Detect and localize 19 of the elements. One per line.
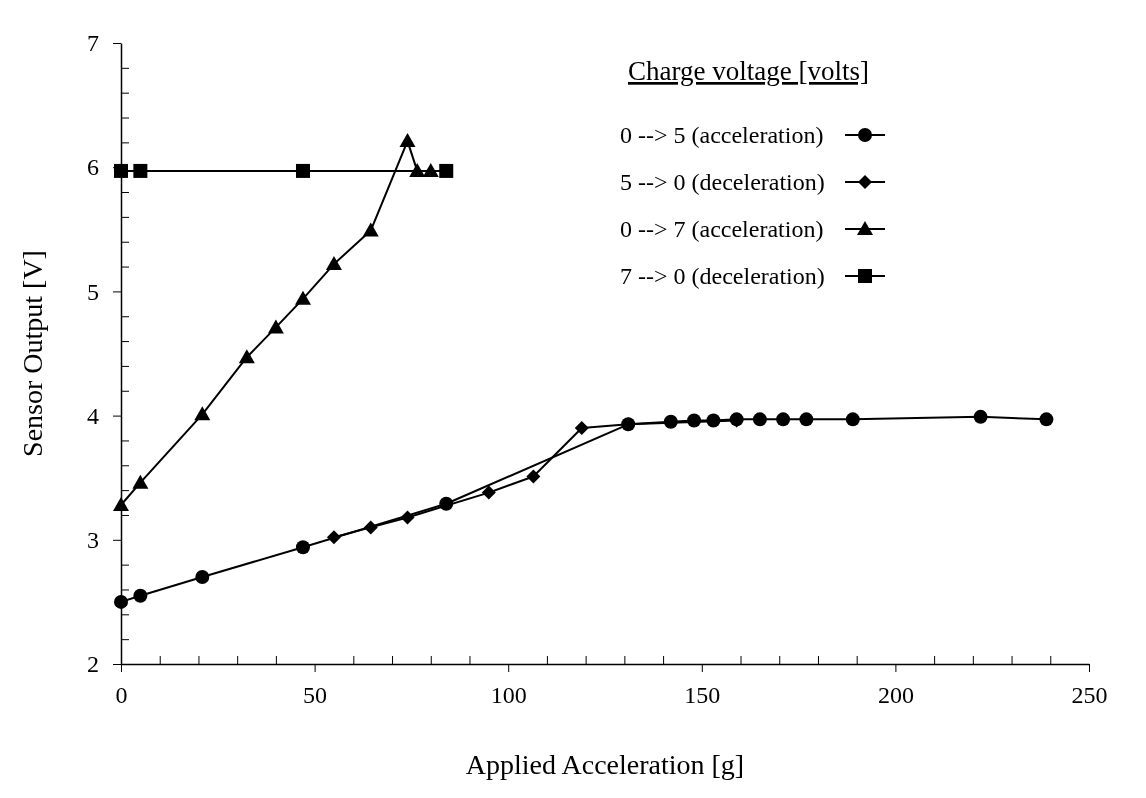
x-tick-label: 100	[490, 682, 527, 709]
x-axis-title: Applied Acceleration [g]	[465, 749, 745, 780]
x-tick-label: 200	[877, 682, 914, 709]
legend-title: Charge voltage [volts]	[628, 56, 869, 86]
y-tick-label: 6	[87, 154, 99, 181]
legend-label: 0 --> 5 (acceleration)	[620, 122, 824, 149]
x-tick-label: 50	[303, 682, 328, 709]
y-axis-title: Sensor Output [V]	[17, 250, 48, 457]
x-tick-label: 150	[684, 682, 721, 709]
x-tick-label: 250	[1071, 682, 1108, 709]
y-tick-label: 5	[87, 278, 99, 305]
x-tick-label: 0	[115, 682, 128, 709]
legend-label: 0 --> 7 (acceleration)	[620, 216, 824, 243]
legend-label: 5 --> 0 (deceleration)	[620, 169, 825, 196]
y-tick-label: 3	[87, 526, 99, 553]
legend-label: 7 --> 0 (deceleration)	[620, 263, 825, 290]
y-tick-label: 2	[87, 651, 99, 678]
y-tick-label: 4	[87, 402, 99, 429]
y-tick-label: 7	[87, 30, 99, 57]
